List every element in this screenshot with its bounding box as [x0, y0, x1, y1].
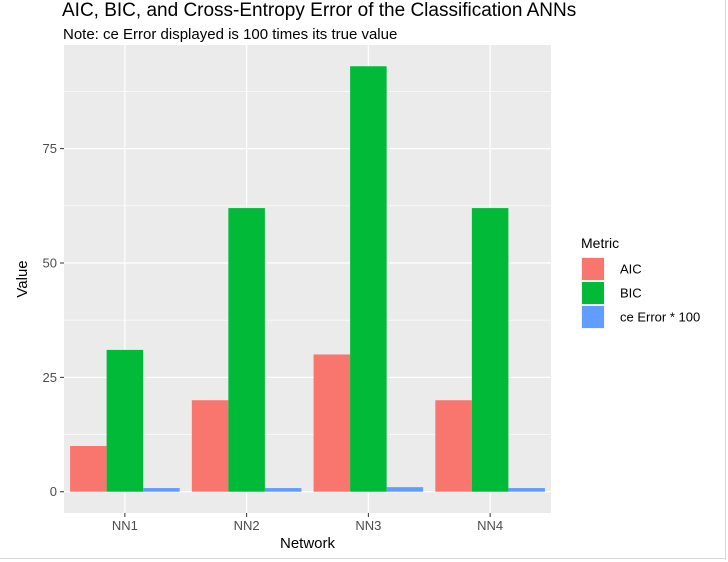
bars [70, 66, 545, 492]
legend-key [582, 306, 604, 328]
frame-border-bottom [0, 558, 726, 559]
bar-nn1-ce-error-100 [143, 488, 180, 492]
legend-key [582, 258, 604, 280]
legend-label: AIC [620, 262, 642, 277]
bar-nn3-ce-error-100 [386, 487, 424, 492]
chart-title: AIC, BIC, and Cross-Entropy Error of the… [62, 0, 576, 21]
frame-border-right [725, 0, 726, 560]
bar-nn4-bic [471, 208, 509, 492]
x-tick-label: NN2 [234, 518, 260, 533]
bar-nn4-aic [435, 400, 472, 492]
bar-nn2-bic [228, 208, 265, 492]
legend-key [582, 282, 604, 304]
x-axis-ticks: NN1 NN2 NN3 NN4 [112, 513, 503, 533]
x-tick-label: NN4 [477, 518, 503, 533]
bar-nn2-aic [191, 400, 229, 492]
bar-nn1-aic [70, 445, 107, 492]
y-tick-label: 0 [50, 484, 57, 499]
bar-nn4-ce-error-100 [508, 488, 545, 492]
y-tick-label: 75 [43, 141, 57, 156]
y-axis-ticks: 0 25 50 75 [43, 141, 64, 499]
x-axis-title: Network [280, 535, 336, 552]
bar-nn3-aic [313, 354, 351, 492]
bar-nn2-ce-error-100 [264, 488, 302, 492]
y-axis-title: Value [14, 260, 31, 297]
y-tick-label: 25 [43, 370, 57, 385]
legend: Metric AIC BIC ce Error * 100 [581, 235, 700, 329]
y-tick-label: 50 [43, 255, 57, 270]
legend-label: BIC [620, 286, 642, 301]
x-tick-label: NN1 [112, 518, 138, 533]
legend-label: ce Error * 100 [620, 310, 700, 325]
chart-subtitle: Note: ce Error displayed is 100 times it… [63, 26, 397, 43]
bar-nn3-bic [350, 66, 387, 492]
x-tick-label: NN3 [355, 518, 381, 533]
bar-nn1-bic [106, 349, 144, 492]
legend-title: Metric [581, 235, 619, 251]
